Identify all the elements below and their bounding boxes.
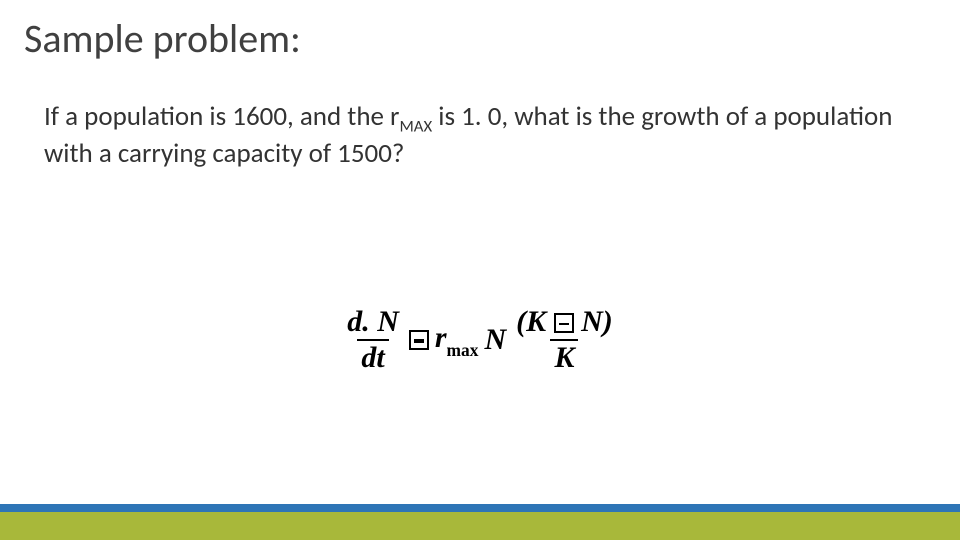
- problem-text-pre: If a population is 1600, and the r: [44, 100, 399, 133]
- eq-rhs-num: (K N): [512, 306, 617, 339]
- slide-title: Sample problem:: [24, 14, 301, 63]
- problem-text: If a population is 1600, and the rMAX is…: [44, 100, 916, 171]
- eq-paren-open: (: [516, 305, 526, 338]
- slide: Sample problem: If a population is 1600,…: [0, 0, 960, 540]
- eq-r-sub: max: [447, 340, 479, 360]
- eq-N2: N: [581, 305, 603, 338]
- problem-text-sub: MAX: [399, 116, 432, 136]
- logistic-equation: d. N dt rmax N (K N) K: [0, 305, 960, 373]
- eq-lhs-fraction: d. N dt: [343, 306, 403, 373]
- eq-N: N: [484, 323, 506, 357]
- footer-accent-green: [0, 512, 960, 540]
- eq-lhs-den: dt: [357, 339, 388, 374]
- footer-accent-blue: [0, 504, 960, 512]
- footer-bar: [0, 504, 960, 540]
- eq-rhs-fraction: (K N) K: [512, 306, 617, 373]
- eq-K: K: [526, 305, 546, 338]
- eq-r-base: r: [435, 321, 447, 354]
- equals-icon: [409, 330, 429, 350]
- eq-r: rmax: [435, 321, 479, 359]
- eq-paren-close: ): [603, 305, 613, 338]
- minus-icon: [554, 313, 574, 333]
- eq-rhs-den: K: [550, 339, 578, 374]
- eq-lhs-num: d. N: [343, 306, 403, 339]
